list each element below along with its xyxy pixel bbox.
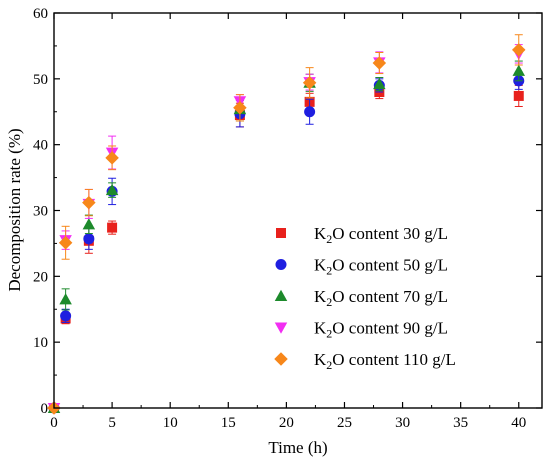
data-point bbox=[373, 77, 386, 90]
series-5 bbox=[47, 34, 526, 415]
data-point bbox=[513, 90, 524, 101]
legend-marker bbox=[274, 289, 288, 301]
x-tick-label: 5 bbox=[108, 415, 116, 431]
legend-marker bbox=[276, 228, 286, 238]
legend-marker bbox=[274, 322, 288, 334]
x-tick-label: 0 bbox=[50, 415, 58, 431]
y-tick-label: 50 bbox=[33, 72, 48, 88]
y-tick-label: 30 bbox=[33, 204, 48, 220]
data-point bbox=[59, 293, 72, 305]
data-point bbox=[58, 236, 73, 250]
tick-labels: 0 5 10 15 20 25 30 35 40 0 10 20 30 40 50 60 bbox=[33, 6, 526, 431]
x-tick-label: 10 bbox=[163, 415, 178, 431]
data-point bbox=[233, 101, 247, 115]
y-tick-label: 20 bbox=[33, 269, 48, 285]
x-tick-label: 40 bbox=[511, 415, 526, 431]
data-point bbox=[107, 222, 118, 233]
x-tick-label: 25 bbox=[337, 415, 352, 431]
x-tick-label: 15 bbox=[221, 415, 236, 431]
legend-item-2: K2O content 50 g/L bbox=[275, 256, 448, 278]
legend: K2O content 30 g/L K2O content 50 g/L K2O … bbox=[274, 224, 456, 372]
legend-item-1: K2O content 30 g/L bbox=[276, 224, 448, 246]
legend-item-4: K2O content 90 g/L bbox=[274, 319, 448, 341]
data-point bbox=[304, 106, 316, 118]
axis-ticks bbox=[53, 12, 542, 409]
legend-marker bbox=[275, 259, 287, 270]
x-tick-label: 35 bbox=[453, 415, 468, 431]
legend-label: K2O content 50 g/L bbox=[314, 256, 448, 278]
data-point bbox=[60, 310, 72, 322]
legend-item-5: K2O content 110 g/L bbox=[274, 350, 456, 372]
data-marks bbox=[47, 34, 526, 415]
y-tick-label: 60 bbox=[33, 6, 48, 22]
legend-label: K2O content 30 g/L bbox=[314, 224, 448, 246]
x-tick-label: 30 bbox=[395, 415, 410, 431]
data-point bbox=[512, 43, 526, 57]
x-tick-label: 20 bbox=[279, 415, 294, 431]
legend-item-3: K2O content 70 g/L bbox=[274, 287, 448, 309]
legend-marker bbox=[274, 352, 288, 366]
data-point bbox=[105, 151, 119, 165]
data-point bbox=[83, 233, 95, 245]
data-point bbox=[82, 195, 96, 210]
data-point bbox=[372, 56, 387, 70]
legend-label: K2O content 70 g/L bbox=[314, 287, 448, 309]
data-point bbox=[105, 183, 119, 196]
y-axis-title: Decomposition rate (%) bbox=[5, 128, 24, 291]
x-axis-title: Time (h) bbox=[268, 438, 327, 457]
legend-label: K2O content 110 g/L bbox=[314, 350, 456, 372]
y-tick-label: 10 bbox=[33, 335, 48, 351]
data-point bbox=[512, 64, 526, 76]
data-point bbox=[302, 76, 317, 90]
data-point bbox=[82, 218, 96, 230]
y-tick-label: 0 bbox=[41, 401, 49, 417]
y-tick-label: 40 bbox=[33, 138, 48, 154]
legend-label: K2O content 90 g/L bbox=[314, 319, 448, 341]
plot-frame bbox=[53, 12, 543, 409]
